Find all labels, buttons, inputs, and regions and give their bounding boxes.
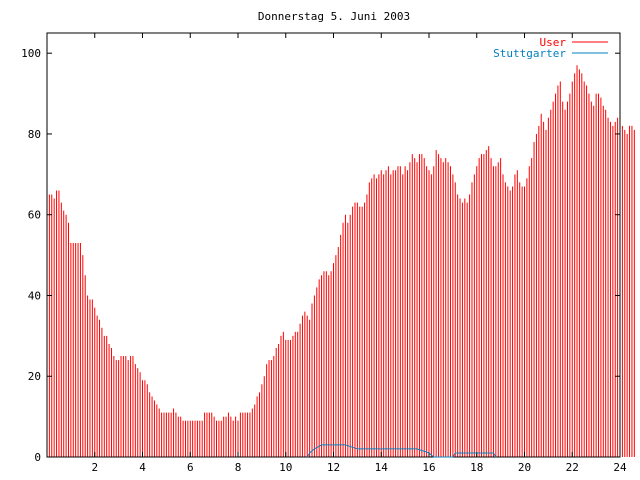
x-tick-label: 16 — [422, 461, 435, 474]
legend-label-user: User — [540, 36, 567, 49]
x-tick-label: 20 — [518, 461, 531, 474]
y-tick-label: 60 — [28, 209, 41, 222]
user-series — [46, 65, 635, 457]
stuttgarter-line — [306, 444, 497, 458]
x-tick-label: 12 — [327, 461, 340, 474]
legend: User Stuttgarter — [493, 36, 608, 60]
stuttgarter-series — [306, 444, 497, 458]
x-tick-label: 22 — [566, 461, 579, 474]
x-tick-label: 18 — [470, 461, 483, 474]
x-tick-label: 4 — [139, 461, 146, 474]
chart-title: Donnerstag 5. Juni 2003 — [258, 10, 410, 23]
x-axis: 2 4 6 8 10 12 14 16 18 20 22 24 — [91, 33, 627, 474]
x-tick-label: 10 — [279, 461, 292, 474]
legend-label-stuttgarter: Stuttgarter — [493, 47, 566, 60]
y-tick-label: 80 — [28, 128, 41, 141]
y-tick-label: 40 — [28, 289, 41, 302]
y-tick-label: 100 — [21, 47, 41, 60]
y-axis: 0 20 40 60 80 100 — [21, 47, 620, 464]
x-tick-label: 2 — [91, 461, 98, 474]
x-tick-label: 14 — [375, 461, 389, 474]
x-tick-label: 24 — [613, 461, 627, 474]
x-tick-label: 6 — [187, 461, 194, 474]
y-tick-label: 20 — [28, 370, 41, 383]
y-tick-label: 0 — [34, 451, 41, 464]
x-tick-label: 8 — [235, 461, 242, 474]
